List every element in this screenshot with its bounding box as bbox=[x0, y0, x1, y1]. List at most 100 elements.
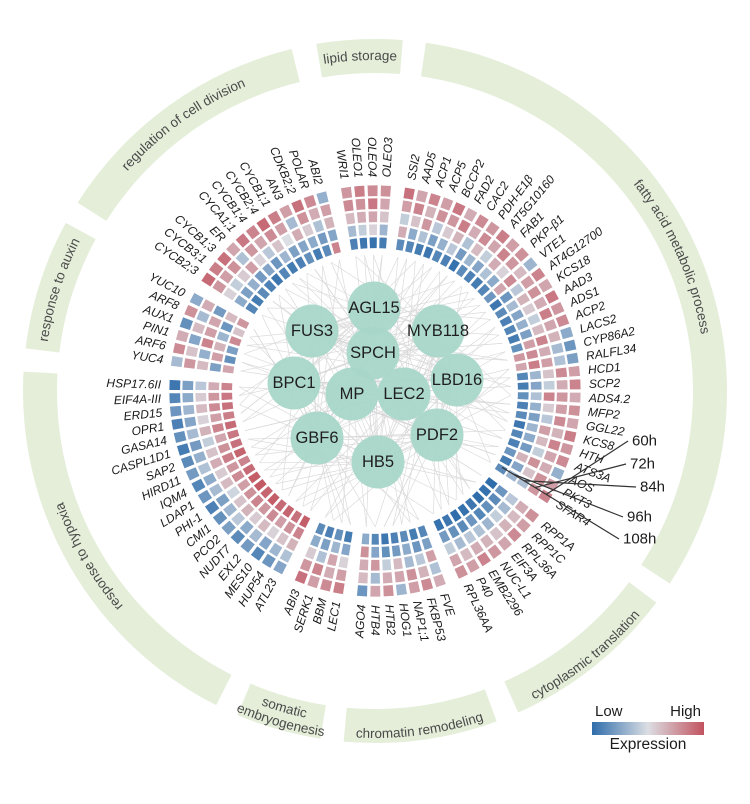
heatmap-cell bbox=[293, 569, 309, 586]
go-term-label: cytoplasmic translation bbox=[528, 607, 642, 702]
heatmap-cell bbox=[334, 568, 348, 583]
network-node bbox=[346, 326, 400, 380]
heatmap-cell bbox=[509, 308, 526, 323]
network-node-label: MYB118 bbox=[407, 322, 469, 340]
heatmap-cell bbox=[497, 517, 514, 534]
network-node-label: BPC1 bbox=[272, 374, 315, 392]
heatmap-cell bbox=[505, 508, 523, 525]
network-node bbox=[290, 411, 344, 465]
heatmap-cell bbox=[446, 524, 461, 540]
heatmap-cell bbox=[541, 368, 555, 380]
go-term-arc bbox=[316, 38, 403, 78]
heatmap-cell bbox=[215, 330, 231, 344]
network-node-label: GBF6 bbox=[295, 429, 338, 447]
heatmap-cell bbox=[230, 469, 246, 484]
heatmap-cell bbox=[311, 246, 325, 262]
gene-label: HTH bbox=[578, 446, 606, 467]
heatmap-cell bbox=[358, 558, 370, 572]
heatmap-cell bbox=[302, 193, 318, 210]
heatmap-cell bbox=[478, 266, 494, 282]
heatmap-cell bbox=[185, 427, 200, 441]
heatmap-cell bbox=[530, 445, 546, 459]
gene-label: LEC1 bbox=[324, 600, 343, 632]
heatmap-cell bbox=[529, 266, 547, 283]
heatmap-cell bbox=[552, 415, 567, 428]
heatmap-cell bbox=[542, 318, 558, 333]
heatmap-cell bbox=[290, 198, 306, 215]
heatmap-cell bbox=[549, 300, 566, 317]
heatmap-cell bbox=[476, 231, 493, 248]
heatmap-cell bbox=[470, 490, 486, 505]
heatmap-cell bbox=[249, 545, 267, 562]
heatmap-cell bbox=[379, 197, 391, 211]
heatmap-cell bbox=[286, 243, 302, 260]
heatmap-cell bbox=[208, 361, 223, 373]
heatmap-cell bbox=[228, 277, 245, 293]
heatmap-cell bbox=[200, 336, 215, 350]
heatmap-cell bbox=[496, 500, 513, 516]
heatmap-cell bbox=[203, 325, 219, 340]
heatmap-cell bbox=[282, 520, 297, 536]
heatmap-cell bbox=[504, 236, 521, 254]
heatmap-cell bbox=[340, 542, 352, 557]
heatmap-cell bbox=[424, 548, 438, 564]
heatmap-cell bbox=[396, 225, 409, 239]
heatmap-cell bbox=[278, 203, 294, 220]
heatmap-cell bbox=[225, 344, 240, 357]
heatmap-cell bbox=[478, 533, 495, 550]
heatmap-cell bbox=[330, 240, 342, 255]
heatmap-cell bbox=[416, 524, 429, 539]
heatmap-cell bbox=[323, 524, 336, 540]
gene-label: BBM bbox=[310, 597, 330, 626]
heatmap-cell bbox=[306, 574, 321, 590]
heatmap-cell bbox=[210, 351, 225, 363]
heatmap-cell bbox=[207, 381, 221, 391]
heatmap-cell bbox=[223, 419, 238, 431]
heatmap-cell bbox=[502, 445, 518, 459]
gene-label: SCP2 bbox=[589, 376, 621, 391]
heatmap-cell bbox=[170, 417, 185, 431]
ring-time-label: 60h bbox=[632, 433, 657, 450]
heatmap-cell bbox=[463, 512, 479, 529]
gene-label: HSP17.6II bbox=[106, 376, 162, 392]
heatmap-cell bbox=[216, 441, 232, 455]
legend-gradient-bar bbox=[592, 722, 704, 735]
heatmap-cell bbox=[315, 190, 330, 206]
heatmap-cell bbox=[285, 536, 300, 553]
network-node bbox=[430, 353, 484, 407]
heatmap-cell bbox=[475, 550, 493, 568]
heatmap-cell bbox=[196, 461, 213, 476]
heatmap-cell bbox=[502, 273, 519, 289]
heatmap-cell bbox=[281, 503, 296, 519]
heatmap-cell bbox=[395, 238, 406, 252]
heatmap-cell bbox=[179, 454, 196, 470]
heatmap-cell bbox=[211, 422, 226, 434]
heatmap-cell bbox=[252, 477, 268, 493]
gene-label: MFP2 bbox=[587, 405, 621, 422]
heatmap-cell bbox=[428, 560, 443, 576]
network-node bbox=[377, 367, 431, 421]
heatmap-cell bbox=[222, 410, 236, 421]
heatmap-cell bbox=[212, 340, 228, 353]
heatmap-cell bbox=[360, 532, 371, 546]
ring-time-label: 96h bbox=[627, 509, 652, 526]
heatmap-cell bbox=[369, 585, 382, 598]
heatmap-cell bbox=[506, 436, 522, 450]
heatmap-cell bbox=[488, 525, 505, 542]
network-node bbox=[325, 367, 379, 421]
heatmap-cell bbox=[358, 236, 369, 250]
heatmap-cell bbox=[379, 210, 390, 224]
heatmap-cell bbox=[567, 404, 581, 417]
heatmap-cell bbox=[440, 225, 456, 241]
gene-label: ERD15 bbox=[123, 406, 163, 424]
heatmap-cell bbox=[546, 329, 562, 344]
heatmap-cell bbox=[256, 285, 271, 301]
heatmap-cell bbox=[472, 506, 488, 522]
gene-label: HTB2 bbox=[382, 604, 398, 636]
heatmap-cell bbox=[208, 402, 222, 413]
heatmap-cell bbox=[483, 476, 499, 491]
heatmap-cell bbox=[247, 510, 264, 526]
heatmap-cell bbox=[382, 584, 395, 598]
heatmap-cell bbox=[207, 314, 223, 329]
